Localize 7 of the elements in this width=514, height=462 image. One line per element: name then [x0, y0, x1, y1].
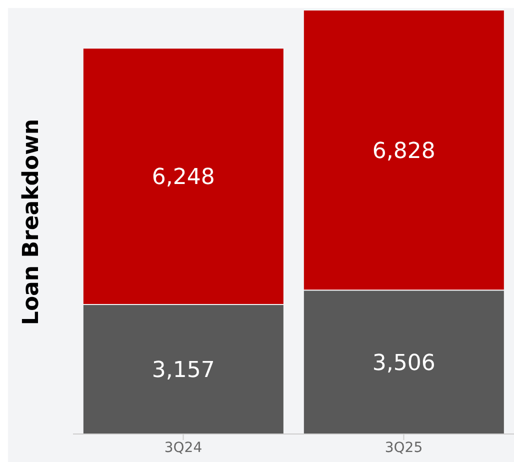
- x-tick-label: 3Q24: [164, 440, 202, 456]
- x-tick-label: 3Q25: [384, 440, 423, 456]
- data-label: 6,828: [372, 138, 436, 164]
- data-label: 3,506: [372, 350, 436, 376]
- y-axis-title: Loan Breakdown: [18, 118, 44, 326]
- data-label: 6,248: [152, 165, 215, 190]
- data-label: 3,157: [152, 358, 215, 384]
